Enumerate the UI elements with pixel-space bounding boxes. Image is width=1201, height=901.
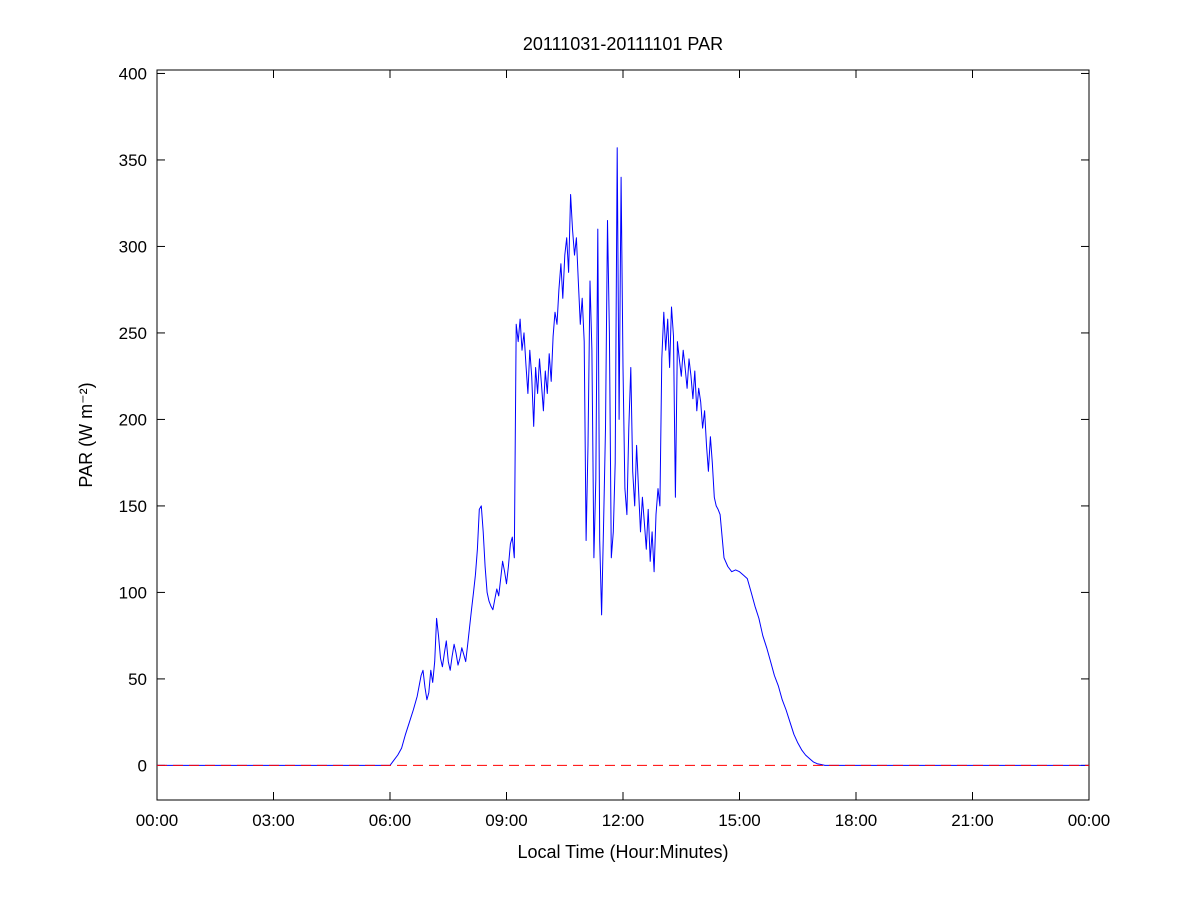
x-tick-label: 06:00 bbox=[369, 811, 412, 830]
x-tick-label: 21:00 bbox=[951, 811, 994, 830]
x-axis-label: Local Time (Hour:Minutes) bbox=[517, 842, 728, 862]
y-tick-label: 250 bbox=[119, 324, 147, 343]
y-axis-label: PAR (W m⁻²) bbox=[76, 382, 96, 487]
y-tick-label: 350 bbox=[119, 151, 147, 170]
chart-title: 20111031-20111101 PAR bbox=[523, 34, 723, 54]
x-tick-label: 09:00 bbox=[485, 811, 528, 830]
y-tick-label: 300 bbox=[119, 237, 147, 256]
y-tick-label: 200 bbox=[119, 410, 147, 429]
x-tick-label: 12:00 bbox=[602, 811, 645, 830]
x-tick-label: 00:00 bbox=[1068, 811, 1111, 830]
axis-box bbox=[156, 69, 1090, 801]
plot-area: 00:00 03:00 06:00 09:00 12:00 15:00 18:00 21:00… bbox=[119, 64, 1111, 830]
x-tick-label: 15:00 bbox=[718, 811, 761, 830]
x-tick-label: 00:00 bbox=[136, 811, 179, 830]
y-tick-label: 400 bbox=[119, 64, 147, 83]
x-tick-label: 03:00 bbox=[252, 811, 295, 830]
x-tick-label: 18:00 bbox=[835, 811, 878, 830]
y-tick-label: 0 bbox=[138, 756, 147, 775]
y-tick-label: 50 bbox=[128, 670, 147, 689]
y-tick-label: 150 bbox=[119, 497, 147, 516]
y-tick-label: 100 bbox=[119, 583, 147, 602]
series-par bbox=[157, 147, 1089, 766]
